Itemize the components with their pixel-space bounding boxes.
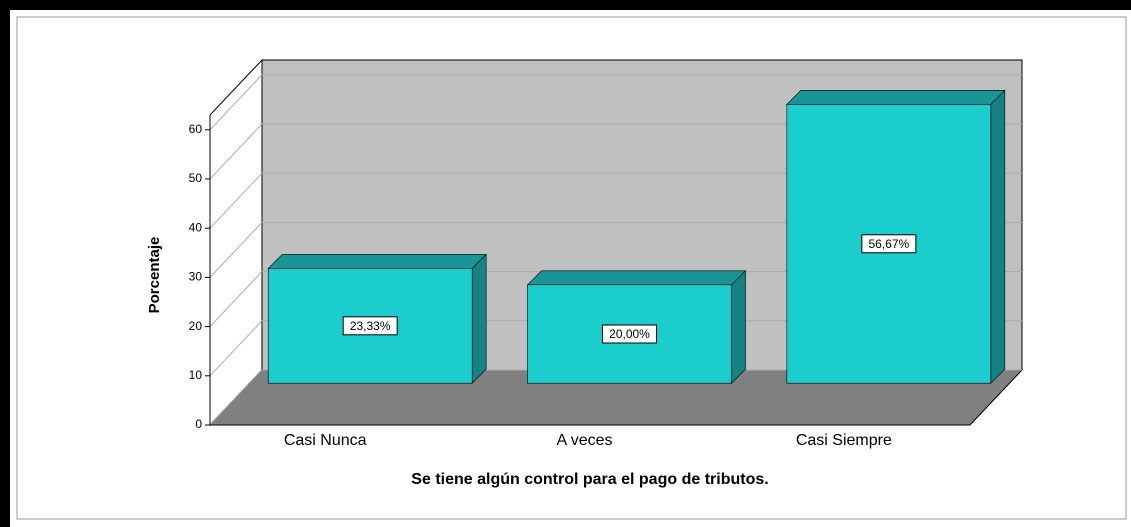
data-label: 20,00%: [609, 327, 650, 341]
side-wall: [209, 58, 263, 427]
bar-side: [471, 253, 487, 384]
data-label-box: [602, 324, 658, 344]
data-label: 23,33%: [350, 319, 391, 333]
data-label: 56,67%: [869, 237, 910, 251]
y-tick-label: 20: [189, 319, 203, 333]
bar-top: [786, 90, 1006, 105]
y-tick-label: 50: [189, 171, 203, 185]
x-axis-title: Se tiene algún control para el pago de t…: [411, 471, 768, 488]
y-tick-label: 40: [189, 220, 203, 234]
grid-line: [209, 320, 263, 377]
grid-line: [209, 172, 263, 229]
y-tick-label: 30: [189, 270, 203, 284]
y-axis-title: Porcentaje: [146, 237, 163, 314]
grid-line: [209, 74, 263, 131]
bar-side: [990, 89, 1006, 384]
bar-side: [731, 270, 746, 384]
grid-line: [209, 369, 263, 426]
grid-line: [209, 123, 263, 180]
y-tick-label: 60: [189, 122, 203, 136]
grid-line: [209, 222, 263, 278]
bar-top: [526, 270, 747, 286]
plot-border: [16, 16, 1127, 520]
x-tick-label: A veces: [557, 432, 613, 449]
y-tick-label: 10: [189, 368, 203, 382]
data-label-box: [861, 234, 917, 254]
bar-top: [267, 254, 487, 269]
y-tick-label: 0: [195, 417, 202, 431]
data-label-box: [342, 316, 398, 336]
grid-line: [209, 271, 263, 327]
x-tick-label: Casi Siempre: [796, 432, 892, 449]
x-tick-label: Casi Nunca: [284, 432, 367, 449]
